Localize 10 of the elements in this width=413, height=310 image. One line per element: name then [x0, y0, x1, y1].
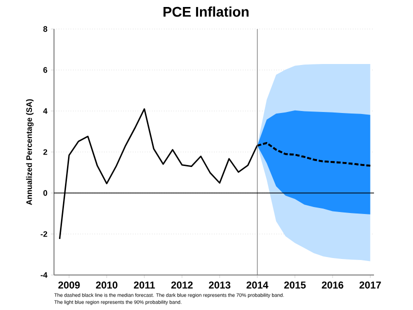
x-tick-label: 2010 [96, 282, 118, 289]
x-tick-label: 2011 [134, 282, 155, 289]
x-tick-label: 2014 [246, 282, 268, 289]
x-tick-label: 2017 [359, 282, 381, 289]
x-tick-label: 2012 [171, 282, 193, 289]
chart-title: PCE Inflation [164, 6, 249, 17]
x-tick-label: 2015 [284, 282, 306, 289]
x-tick-label: 2009 [58, 282, 80, 289]
x-tick-label: 2016 [322, 282, 344, 289]
x-tick-label: 2013 [208, 282, 230, 289]
